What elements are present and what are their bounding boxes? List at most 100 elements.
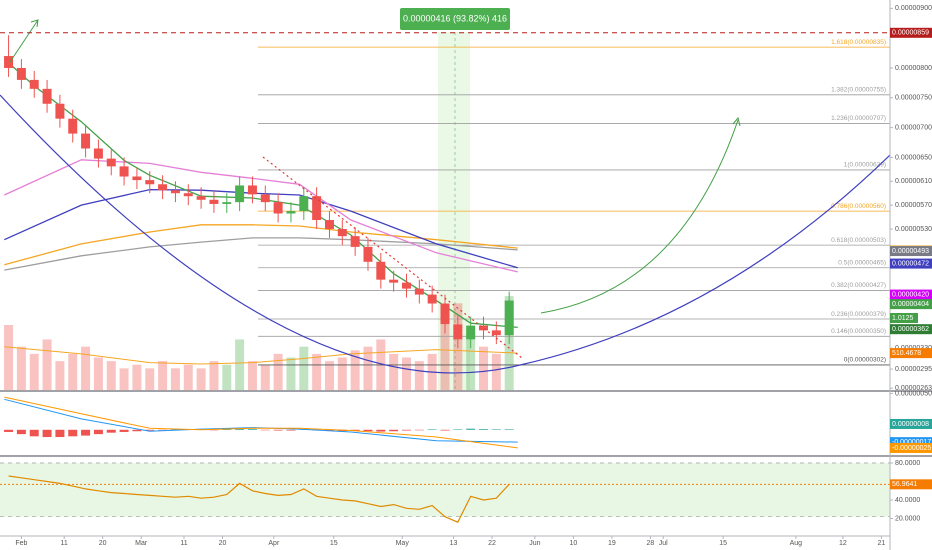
- macd-histogram: [466, 428, 476, 430]
- x-tick-label: 20: [219, 540, 227, 547]
- macd-histogram: [93, 429, 103, 435]
- price-tag: [890, 299, 932, 310]
- projection-arrow: [540, 119, 739, 314]
- macd-histogram: [363, 429, 373, 432]
- volume-bar: [389, 353, 399, 390]
- macd-histogram: [55, 429, 65, 438]
- candle-body: [29, 79, 39, 89]
- candle-body: [183, 193, 193, 197]
- candle-body: [504, 300, 514, 336]
- candle-body: [222, 202, 232, 204]
- fib-label: 0.786(0.00000560): [831, 203, 886, 210]
- price-tag-label: 510.4678: [892, 350, 921, 357]
- price-tag-label: -0.00000017: [892, 439, 931, 446]
- macd-histogram: [273, 429, 283, 431]
- price-tag: [890, 479, 932, 490]
- candle-body: [247, 185, 257, 195]
- macd-histogram: [504, 429, 514, 430]
- candle-body: [106, 158, 116, 167]
- volume-bar: [29, 353, 39, 390]
- candle-body: [4, 56, 14, 68]
- candle-body: [466, 325, 476, 340]
- volume-bar: [440, 325, 450, 390]
- candle-body: [401, 282, 411, 289]
- x-tick-label: 15: [719, 540, 727, 547]
- price-tag-label: 0.00000493: [892, 248, 929, 255]
- volume-bar: [222, 364, 232, 390]
- candle-body: [158, 184, 168, 191]
- price-tag: [890, 348, 932, 359]
- volume-bar: [196, 368, 206, 390]
- candle-body: [376, 261, 386, 280]
- candle-body: [81, 133, 91, 149]
- rsi-tick-label: 80.0000: [895, 460, 920, 467]
- price-tag: [890, 437, 932, 448]
- volume-bar: [119, 368, 129, 390]
- volume-ma: [4, 346, 518, 365]
- candle-body: [299, 196, 309, 212]
- rsi-tick-label: 40.0000: [895, 497, 920, 504]
- y-tick-label: 0.00000900: [895, 5, 932, 12]
- volume-bar: [16, 346, 26, 390]
- fib-label: 0.618(0.00000503): [831, 237, 886, 244]
- volume-bar: [247, 361, 257, 390]
- price-tag-label: 0.00000404: [892, 301, 929, 308]
- macd-histogram: [42, 429, 52, 438]
- volume-bar: [312, 353, 322, 390]
- volume-bar: [55, 361, 65, 390]
- x-tick-label: 28: [646, 540, 654, 547]
- volume-bar: [209, 361, 219, 390]
- x-tick-label: Aug: [790, 540, 803, 547]
- y-tick-label: 0.00000750: [895, 95, 932, 102]
- candle-body: [479, 325, 489, 331]
- volume-bar: [68, 353, 78, 390]
- arrow: [9, 19, 39, 63]
- volume-bar: [350, 350, 360, 390]
- candle-body: [132, 176, 142, 181]
- candle-body: [145, 180, 155, 185]
- volume-bar: [401, 357, 411, 390]
- macd-histogram: [222, 429, 232, 430]
- price-tag-label: 0.00000008: [892, 421, 929, 428]
- annotation-box: [890, 313, 918, 323]
- candle-body: [363, 246, 373, 262]
- macd-histogram: [4, 429, 14, 432]
- overlay-layer: 0.000008590.000004940.000004930.00000472…: [0, 27, 932, 490]
- volume-bar: [273, 353, 283, 390]
- macd-histogram: [414, 429, 424, 431]
- y-tick-label: 0.00000700: [895, 124, 932, 131]
- candle-body: [119, 166, 129, 177]
- candle-body: [312, 196, 322, 221]
- volume-bar: [363, 346, 373, 390]
- x-tick-label: Mar: [135, 540, 148, 547]
- price-tag-label: 0.00000472: [892, 260, 929, 267]
- y-tick-label: 0.00000610: [895, 178, 932, 185]
- y-tick-label: 0.00000800: [895, 65, 932, 72]
- price-tag-label: 0.00000859: [892, 30, 929, 37]
- macd-histogram: [440, 429, 450, 431]
- macd-histogram: [247, 429, 257, 430]
- macd-histogram: [427, 429, 437, 430]
- candle-body: [170, 190, 180, 194]
- macd-histogram: [145, 429, 155, 431]
- x-tick-label: 12: [839, 540, 847, 547]
- volume-bar: [93, 357, 103, 390]
- candle-body: [414, 288, 424, 295]
- fib-label: 0(0.00000302): [844, 357, 886, 364]
- macd-histogram: [376, 429, 386, 432]
- x-tick-label: May: [396, 540, 410, 547]
- volume-bar: [260, 364, 270, 390]
- y-tick-label: 0.00000263: [895, 385, 932, 392]
- volume-bar: [337, 357, 347, 390]
- candle-body: [427, 294, 437, 304]
- volume-bar: [145, 368, 155, 390]
- macd-histogram: [286, 429, 296, 431]
- price-tag-label: 0.00000362: [892, 326, 929, 333]
- x-tick-label: 22: [488, 540, 496, 547]
- candle-body: [68, 118, 78, 134]
- candle-body: [337, 228, 347, 237]
- candle-body: [55, 103, 65, 119]
- macd-histogram: [158, 429, 168, 431]
- plot-layer: Feb 11 20 Mar 11 20 Apr 15 May 13 22 Jun 10 19 28 Jul 15…: [0, 5, 932, 547]
